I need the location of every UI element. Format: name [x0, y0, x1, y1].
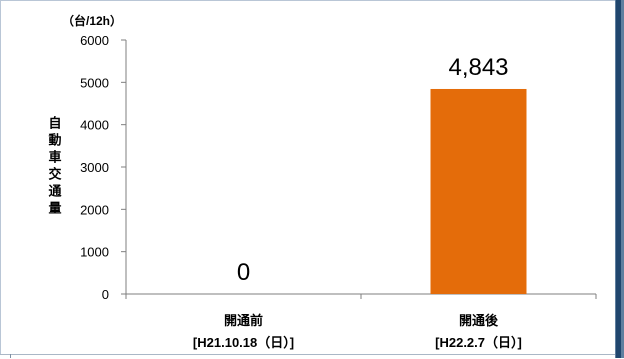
category-labels: 開通前 [H21.10.18（日）] 開通後 [H22.2.7（日）]	[193, 313, 522, 350]
y-tick-label: 5000	[80, 75, 109, 90]
y-axis-title-char: 量	[48, 201, 61, 216]
edge-tick	[10, 354, 11, 358]
y-tick-label: 1000	[80, 245, 109, 260]
data-label: 4,843	[448, 54, 508, 81]
category-label-line2: [H22.2.7（日）]	[435, 335, 522, 350]
y-axis-title-char: 通	[48, 184, 61, 199]
category-label-line2: [H21.10.18（日）]	[193, 335, 294, 350]
y-axis-title-char: 車	[48, 150, 61, 165]
y-axis-ticks: 0 1000 2000 3000 4000 5000 6000	[80, 33, 126, 302]
y-axis-title-char: 交	[48, 167, 61, 182]
unit-label: （台/12h）	[62, 13, 122, 28]
y-axis-title-char: 自	[48, 116, 61, 131]
category-label-line1: 開通後	[459, 313, 499, 328]
y-tick-label: 3000	[80, 160, 109, 175]
y-tick-label: 0	[102, 287, 109, 302]
bars	[430, 88, 527, 294]
y-tick-label: 4000	[80, 118, 109, 133]
y-axis-title-char: 動	[48, 133, 61, 148]
bar	[430, 88, 527, 294]
y-tick-label: 2000	[80, 202, 109, 217]
category-label-line1: 開通前	[224, 313, 263, 328]
window-edge	[615, 0, 624, 358]
data-label: 0	[237, 259, 250, 286]
y-tick-label: 6000	[80, 33, 109, 48]
data-labels: 0 4,843	[237, 54, 509, 286]
window-bottom-edge	[0, 354, 615, 359]
